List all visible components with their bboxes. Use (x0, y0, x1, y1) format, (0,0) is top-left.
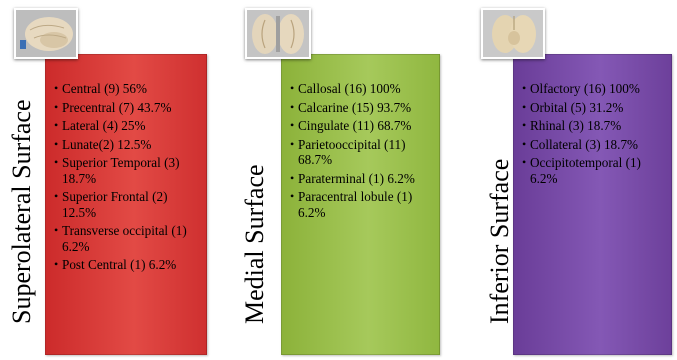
list-item: Occipitotemporal (1) 6.2% (522, 155, 665, 186)
list-item: Superior Frontal (2) 12.5% (54, 189, 200, 220)
medial-surface-title: Medial Surface (240, 164, 269, 324)
inferior-sulci-list: Olfactory (16) 100% Orbital (5) 31.2% Rh… (514, 55, 671, 186)
inferior-sulci-box: Olfactory (16) 100% Orbital (5) 31.2% Rh… (513, 54, 672, 355)
medial-sulci-list: Callosal (16) 100% Calcarine (15) 93.7% … (282, 55, 439, 220)
list-item: Parietooccipital (11) 68.7% (290, 137, 433, 168)
list-item: Paracentral lobule (1) 6.2% (290, 189, 433, 220)
list-item: Orbital (5) 31.2% (522, 100, 665, 116)
list-item: Callosal (16) 100% (290, 81, 433, 97)
list-item: Rhinal (3) 18.7% (522, 118, 665, 134)
inferior-surface-title: Inferior Surface (485, 158, 514, 324)
medial-sulci-box: Callosal (16) 100% Calcarine (15) 93.7% … (281, 54, 440, 355)
list-item: Olfactory (16) 100% (522, 81, 665, 97)
list-item: Calcarine (15) 93.7% (290, 100, 433, 116)
list-item: Precentral (7) 43.7% (54, 100, 200, 116)
brain-superolateral-photo (14, 8, 78, 59)
list-item: Lunate(2) 12.5% (54, 137, 200, 153)
superolateral-surface-title: Superolateral Surface (7, 99, 36, 324)
list-item: Paraterminal (1) 6.2% (290, 171, 433, 187)
list-item: Lateral (4) 25% (54, 118, 200, 134)
brain-medial-photo (245, 8, 311, 59)
superolateral-sulci-box: Central (9) 56% Precentral (7) 43.7% Lat… (45, 54, 207, 355)
list-item: Collateral (3) 18.7% (522, 137, 665, 153)
list-item: Superior Temporal (3) 18.7% (54, 155, 200, 186)
superolateral-sulci-list: Central (9) 56% Precentral (7) 43.7% Lat… (46, 55, 206, 273)
list-item: Cingulate (11) 68.7% (290, 118, 433, 134)
list-item: Central (9) 56% (54, 81, 200, 97)
brain-inferior-photo (481, 8, 545, 59)
list-item: Transverse occipital (1) 6.2% (54, 223, 200, 254)
list-item: Post Central (1) 6.2% (54, 257, 200, 273)
